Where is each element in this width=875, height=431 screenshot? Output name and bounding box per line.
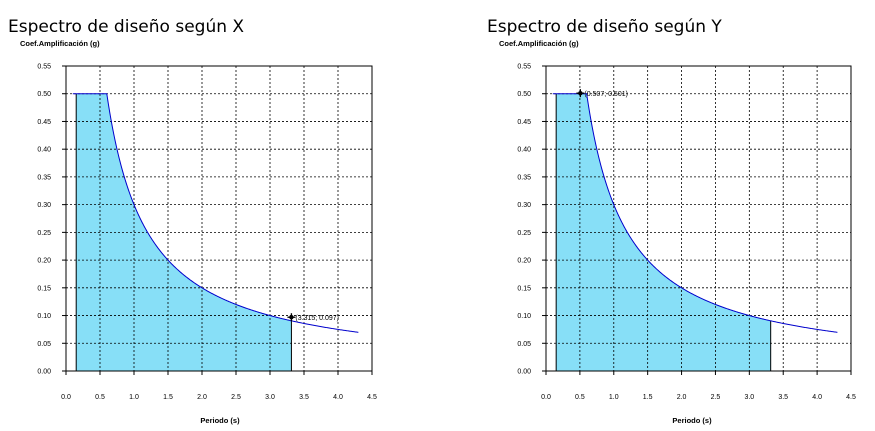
chart-title: Espectro de diseño según X [8,17,245,37]
y-tick-label: 0.00 [517,369,531,376]
y-tick-label: 0.35 [517,174,531,181]
plot-frame [545,65,852,372]
marker-label: (0.507; 0.501) [584,91,628,98]
y-tick-label: 0.20 [517,258,531,265]
spectrum-fill [556,93,771,372]
x-tick-label: 4.0 [333,394,343,401]
y-tick-label: 0.10 [517,313,531,320]
y-tick-label: 0.55 [517,64,531,71]
x-tick-label: 3.0 [744,394,754,401]
y-tick-label: 0.50 [37,91,51,98]
spectrum-line [552,93,838,333]
chart-y-panel: Espectro de diseño según Y Coef.Amplific… [487,0,875,431]
spectrum-fill [76,93,292,372]
y-tick-label: 0.15 [37,285,51,292]
chart-x-plot: 0.0 0.5 1.0 1.5 2.0 2.5 3.0 3.5 4.0 4.5 0.00 0.05 0.… [37,64,377,402]
x-tick-label: 3.0 [265,394,275,401]
y-tick-label: 0.30 [517,202,531,209]
x-tick-label: 0.5 [575,394,585,401]
x-tick-label: 1.5 [163,394,173,401]
y-tick-label: 0.00 [37,369,51,376]
chart-x-panel: Espectro de diseño según X Coef.Amplific… [8,0,408,431]
y-tick-label: 0.15 [517,285,531,292]
x-tick-label: 0.5 [95,394,105,401]
y-tick-label: 0.45 [37,119,51,126]
chart-y-plot: 0.0 0.5 1.0 1.5 2.0 2.5 3.0 3.5 4.0 4.5 0.00 0.05 0.… [517,64,856,402]
x-tick-label: 4.5 [846,394,856,401]
y-tick-label: 0.55 [37,64,51,71]
y-tick-label: 0.25 [517,230,531,237]
y-tick-label: 0.25 [37,230,51,237]
x-tick-label: 3.5 [299,394,309,401]
plot-frame [65,65,373,372]
spectrum-line [72,93,359,333]
x-tick-label: 1.5 [643,394,653,401]
x-axis-label: Periodo (s) [200,416,240,425]
x-tick-label: 0.0 [541,394,551,401]
x-axis-label: Periodo (s) [672,416,712,425]
x-tick-label: 2.5 [231,394,241,401]
y-tick-label: 0.50 [517,91,531,98]
x-tick-label: 3.5 [778,394,788,401]
x-tick-label: 2.5 [711,394,721,401]
y-tick-label: 0.10 [37,313,51,320]
x-tick-label: 2.0 [677,394,687,401]
y-tick-label: 0.20 [37,258,51,265]
x-tick-label: 1.0 [129,394,139,401]
y-axis-label: Coef.Amplificación (g) [499,39,579,48]
y-tick-label: 0.40 [37,147,51,154]
y-tick-label: 0.40 [517,147,531,154]
y-tick-label: 0.30 [37,202,51,209]
chart-title: Espectro de diseño según Y [487,17,722,37]
marker-label: (3.315; 0.097) [295,315,339,322]
y-tick-label: 0.05 [517,341,531,348]
y-tick-label: 0.05 [37,341,51,348]
y-tick-label: 0.45 [517,119,531,126]
y-axis-label: Coef.Amplificación (g) [20,39,100,48]
x-tick-label: 2.0 [197,394,207,401]
x-tick-label: 0.0 [61,394,71,401]
x-tick-label: 4.0 [812,394,822,401]
x-tick-label: 4.5 [367,394,377,401]
y-tick-label: 0.35 [37,174,51,181]
x-tick-label: 1.0 [609,394,619,401]
